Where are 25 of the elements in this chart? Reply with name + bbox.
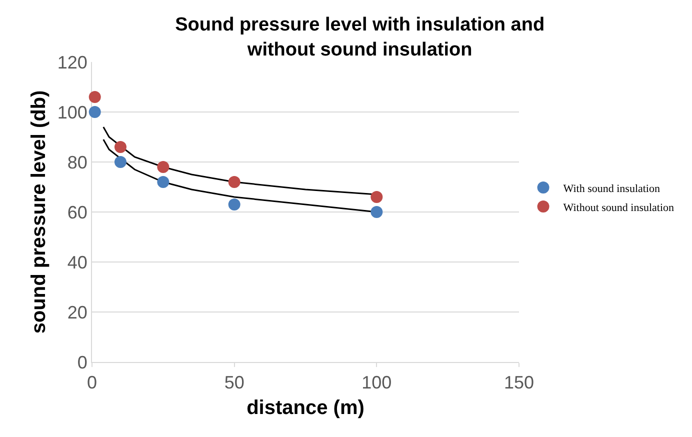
y-tick-label: 60: [67, 202, 88, 222]
point: [370, 191, 383, 203]
point: [114, 141, 126, 153]
point: [88, 106, 101, 118]
x-tick-label: 150: [504, 372, 534, 393]
y-axis-title: sound pressure level (db): [28, 90, 50, 334]
point: [228, 176, 240, 188]
y-tick-label: 0: [77, 352, 88, 372]
y-tick-label: 80: [67, 152, 88, 172]
legend-label: Without sound insulation: [563, 202, 675, 214]
point: [157, 161, 170, 173]
point: [228, 198, 240, 210]
point: [157, 176, 170, 188]
x-axis-title: distance (m): [246, 397, 364, 420]
y-tick-label: 120: [57, 52, 88, 72]
y-tick-label: 20: [67, 302, 88, 322]
point: [370, 206, 383, 218]
y-tick-label: 100: [57, 102, 88, 122]
x-tick-label: 100: [362, 372, 392, 393]
point: [88, 91, 101, 103]
y-tick-label: 40: [67, 252, 88, 272]
legend-label: With sound insulation: [563, 182, 660, 195]
point: [114, 156, 126, 168]
chart-title: Sound pressure level with insulation and without sound insulation: [175, 14, 545, 60]
x-tick-label: 50: [224, 372, 244, 393]
